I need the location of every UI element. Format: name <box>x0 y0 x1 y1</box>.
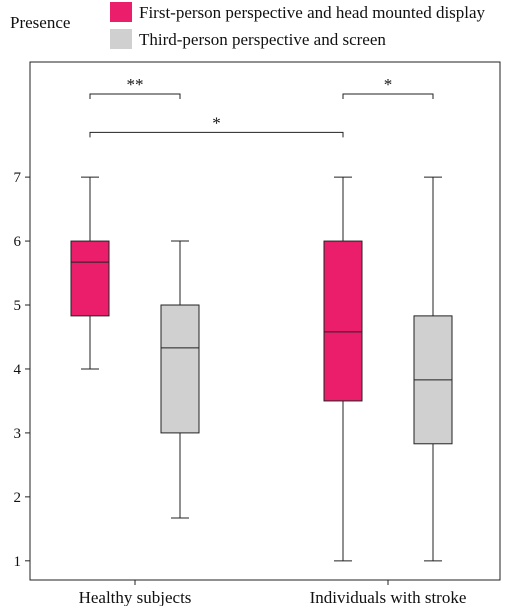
legend-swatch-1 <box>110 29 132 49</box>
box-0-1 <box>160 240 200 519</box>
boxes <box>70 176 453 562</box>
box-1-1 <box>413 176 453 562</box>
y-tick-label-1: 1 <box>14 554 22 570</box>
significance-brackets: ** ** <box>89 75 434 138</box>
y-axis-label: Presence <box>10 13 70 32</box>
x-axis: Healthy subjects Individuals with stroke <box>79 580 467 606</box>
y-tick-label-4: 4 <box>14 362 22 378</box>
y-tick-label-7: 7 <box>14 170 22 186</box>
box-body <box>70 240 110 317</box>
sig-line <box>89 93 181 99</box>
y-tick-label-3: 3 <box>14 426 22 442</box>
x-tick-label-0: Healthy subjects <box>79 588 192 606</box>
box-0-0 <box>70 176 110 370</box>
legend-swatch-0 <box>110 2 132 22</box>
y-tick-label-2: 2 <box>14 490 22 506</box>
box-body <box>160 304 200 434</box>
y-axis: 1 2 3 4 5 6 7 <box>14 170 30 570</box>
legend-label-1: Third-person perspective and screen <box>139 30 386 49</box>
sig-bracket-1: * <box>342 75 434 99</box>
sig-label: * <box>212 113 221 132</box>
box-body <box>323 240 363 402</box>
sig-line <box>342 93 434 99</box>
legend: First-person perspective and head mounte… <box>110 2 486 49</box>
sig-line <box>89 131 344 138</box>
sig-label: ** <box>127 75 144 94</box>
x-tick-label-1: Individuals with stroke <box>310 588 467 606</box>
plot-frame <box>29 61 501 581</box>
y-tick-label-5: 5 <box>14 298 22 314</box>
sig-label: * <box>384 75 393 94</box>
sig-bracket-0: ** <box>89 75 181 99</box>
y-tick-label-6: 6 <box>14 234 22 250</box>
box-1-0 <box>323 176 363 562</box>
legend-label-0: First-person perspective and head mounte… <box>139 3 486 22</box>
sig-bracket-2: * <box>89 113 344 138</box>
